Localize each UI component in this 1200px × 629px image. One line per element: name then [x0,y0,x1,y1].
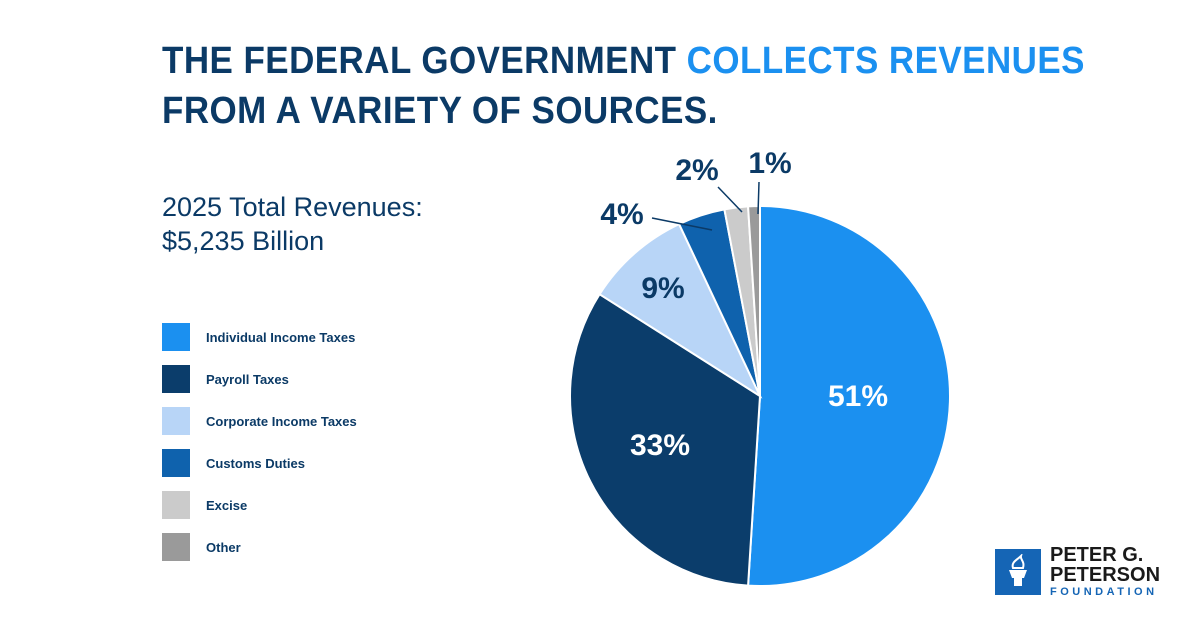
legend: Individual Income Taxes Payroll Taxes Corp… [162,316,357,568]
legend-label: Corporate Income Taxes [206,413,357,429]
chart-subtitle: 2025 Total Revenues: $5,235 Billion [162,190,423,258]
legend-label: Other [206,539,241,555]
data-label: 4% [600,198,643,231]
title-text-line2: FROM A VARIETY OF SOURCES. [162,90,718,132]
pie-slice [747,204,761,397]
legend-item: Customs Duties [162,442,357,484]
legend-swatch [162,533,190,561]
peterson-foundation-logo: PETER G. PETERSON FOUNDATION [995,545,1160,598]
logo-line3: FOUNDATION [1050,586,1158,598]
legend-swatch [162,407,190,435]
legend-item: Individual Income Taxes [162,316,357,358]
page-title: THE FEDERAL GOVERNMENT COLLECTS REVENUES… [162,36,1085,136]
legend-swatch [162,449,190,477]
leader-line [651,217,713,231]
legend-swatch [162,365,190,393]
legend-item: Payroll Taxes [162,358,357,400]
data-label: 9% [641,272,684,305]
legend-label: Excise [206,497,248,513]
pie-slice [569,292,762,587]
data-label: 33% [630,429,690,462]
leader-line [757,181,760,215]
pie-slice [598,222,763,399]
legend-label: Individual Income Taxes [206,329,356,345]
data-label: 1% [748,147,791,180]
leader-line [717,186,743,213]
legend-swatch [162,491,190,519]
pie-slice [747,204,951,587]
data-label: 51% [828,380,888,413]
title-text: THE FEDERAL GOVERNMENT [162,40,687,82]
logo-line2: PETERSON [1050,564,1161,586]
legend-item: Corporate Income Taxes [162,400,357,442]
legend-item: Excise [162,484,357,526]
subtitle-line1: 2025 Total Revenues: [162,192,423,222]
torch-icon [995,548,1041,595]
title-highlight: COLLECTS REVENUES [686,40,1085,82]
subtitle-line2: $5,235 Billion [162,226,325,256]
legend-label: Payroll Taxes [206,371,289,387]
logo-line1: PETER G. [1050,544,1144,566]
data-label: 2% [675,154,718,187]
legend-label: Customs Duties [206,455,305,471]
legend-swatch [162,323,190,351]
legend-item: Other [162,526,357,568]
